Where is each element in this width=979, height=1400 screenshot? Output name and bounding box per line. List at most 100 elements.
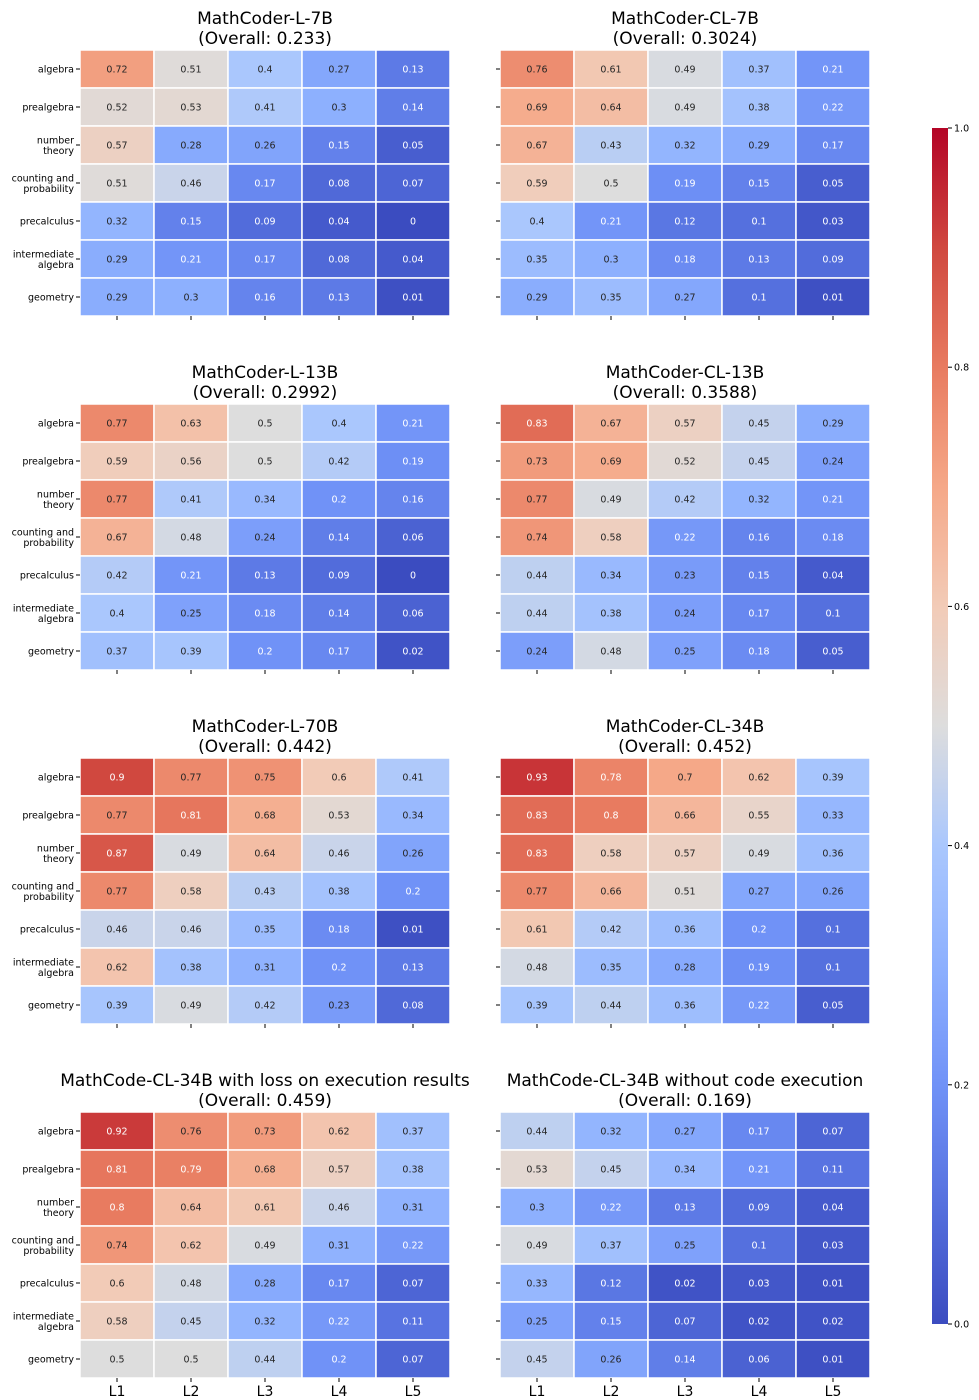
panel-title: MathCode-CL-34B without code execution	[507, 1071, 864, 1091]
heatmap-cell-prealgebra-L3	[647, 795, 723, 835]
cell-value-label: 0.5	[257, 457, 272, 468]
cell-value-label: 0.02	[822, 1317, 843, 1328]
heatmap-cell-counting-and-probability-L5	[795, 163, 871, 203]
cell-value-label: 0.29	[106, 255, 127, 266]
cell-value-label: 0.13	[402, 65, 423, 76]
row-label: counting and	[12, 881, 74, 892]
cell-value-label: 0.18	[328, 925, 349, 936]
heatmap-cell-algebra-L4	[301, 403, 377, 443]
cell-value-label: 0.55	[748, 811, 769, 822]
row-label: probability	[23, 1246, 74, 1257]
heatmap-cell-prealgebra-L4	[721, 1149, 797, 1189]
cell-value-label: 0.76	[180, 1127, 201, 1138]
heatmap-cell-intermediate-algebra-L5	[375, 947, 451, 987]
cell-value-label: 0.21	[402, 419, 423, 430]
cell-value-label: 0.58	[600, 849, 621, 860]
heatmap-cell-prealgebra-L1	[499, 441, 575, 481]
heatmap-cell-intermediate-algebra-L3	[647, 1301, 723, 1341]
cell-value-label: 0.04	[402, 255, 423, 266]
colorbar-tick-label: 1.0	[954, 124, 969, 135]
cell-value-label: 0.03	[822, 217, 843, 228]
cell-value-label: 0.41	[402, 773, 423, 784]
cell-value-label: 0.34	[674, 1165, 695, 1176]
heatmap-cell-algebra-L3	[647, 1111, 723, 1151]
cell-value-label: 0.43	[254, 887, 275, 898]
cell-value-label: 0.77	[106, 495, 127, 506]
heatmap-cell-precalculus-L4	[301, 1263, 377, 1303]
cell-value-label: 0.38	[180, 963, 201, 974]
colorbar-scale	[932, 128, 948, 1324]
cell-value-label: 0.27	[328, 65, 349, 76]
heatmap-cell-intermediate-algebra-L5	[795, 593, 871, 633]
row-label: algebra	[38, 1127, 74, 1138]
cell-value-label: 0.19	[674, 179, 695, 190]
cell-value-label: 0.2	[331, 963, 346, 974]
cell-value-label: 0.16	[748, 533, 769, 544]
cell-value-label: 0.17	[328, 647, 349, 658]
row-label: precalculus	[20, 217, 74, 228]
cell-value-label: 0.34	[600, 571, 621, 582]
heatmap-cell-precalculus-L2	[573, 201, 649, 241]
heatmap-cell-number-theory-L1	[79, 479, 155, 519]
heatmap-panel-2: MathCoder-CL-7B(Overall: 0.3024) 0.76 0.61…	[496, 9, 871, 320]
cell-value-label: 0.24	[526, 647, 547, 658]
heatmap-cell-number-theory-L5	[375, 1187, 451, 1227]
cell-value-label: 0.2	[257, 647, 272, 658]
cell-value-label: 0.34	[402, 811, 423, 822]
row-label: algebra	[38, 968, 74, 979]
cell-value-label: 0.3	[331, 103, 346, 114]
cell-value-label: 0.06	[402, 533, 423, 544]
row-label: probability	[23, 538, 74, 549]
heatmap-cell-number-theory-L5	[795, 479, 871, 519]
cell-value-label: 0.01	[402, 293, 423, 304]
colorbar-tick-label: 0.8	[954, 363, 969, 374]
cell-value-label: 0.07	[402, 179, 423, 190]
cell-value-label: 0.79	[180, 1165, 201, 1176]
cell-value-label: 0.28	[254, 1279, 275, 1290]
heatmap-cell-number-theory-L5	[795, 1187, 871, 1227]
cell-value-label: 0.08	[328, 179, 349, 190]
cell-value-label: 0.4	[109, 609, 124, 620]
heatmap-cell-number-theory-L4	[721, 479, 797, 519]
heatmap-cell-geometry-L1	[79, 277, 155, 317]
heatmap-cell-precalculus-L4	[721, 1263, 797, 1303]
heatmap-cell-algebra-L4	[721, 757, 797, 797]
cell-value-label: 0.5	[257, 419, 272, 430]
cell-value-label: 0.39	[526, 1001, 547, 1012]
heatmap-cell-intermediate-algebra-L5	[795, 947, 871, 987]
row-label: algebra	[38, 65, 74, 76]
cell-value-label: 0.53	[526, 1165, 547, 1176]
cell-value-label: 0.18	[748, 647, 769, 658]
heatmap-cell-number-theory-L4	[301, 125, 377, 165]
cell-value-label: 0.26	[600, 1355, 621, 1366]
heatmap-cell-counting-and-probability-L1	[499, 163, 575, 203]
cell-value-label: 0.63	[180, 419, 201, 430]
heatmap-cell-geometry-L3	[647, 277, 723, 317]
cell-value-label: 0.61	[600, 65, 621, 76]
cell-value-label: 0.42	[254, 1001, 275, 1012]
row-label: number	[37, 135, 74, 146]
heatmap-cell-algebra-L2	[573, 757, 649, 797]
panel-subtitle: (Overall: 0.452)	[618, 737, 752, 757]
cell-value-label: 0.51	[106, 179, 127, 190]
heatmap-cell-number-theory-L1	[499, 833, 575, 873]
cell-value-label: 0.3	[603, 255, 618, 266]
cell-value-label: 0.2	[405, 887, 420, 898]
cell-value-label: 0.09	[748, 1203, 769, 1214]
row-label: algebra	[38, 614, 74, 625]
heatmap-cell-geometry-L3	[227, 985, 303, 1025]
heatmap-cell-precalculus-L5	[795, 555, 871, 595]
cell-value-label: 0.21	[180, 255, 201, 266]
cell-value-label: 0.61	[254, 1203, 275, 1214]
cell-value-label: 0.04	[328, 217, 349, 228]
cell-value-label: 0.14	[328, 533, 349, 544]
heatmap-cell-prealgebra-L3	[227, 795, 303, 835]
heatmap-cell-prealgebra-L4	[301, 795, 377, 835]
cell-value-label: 0.2	[331, 495, 346, 506]
heatmap-cell-geometry-L2	[153, 631, 229, 671]
heatmap-cell-geometry-L5	[795, 1339, 871, 1379]
heatmap-cell-counting-and-probability-L5	[375, 871, 451, 911]
cell-value-label: 0.46	[328, 849, 349, 860]
cell-value-label: 0.69	[526, 103, 547, 114]
cell-value-label: 0.29	[106, 293, 127, 304]
